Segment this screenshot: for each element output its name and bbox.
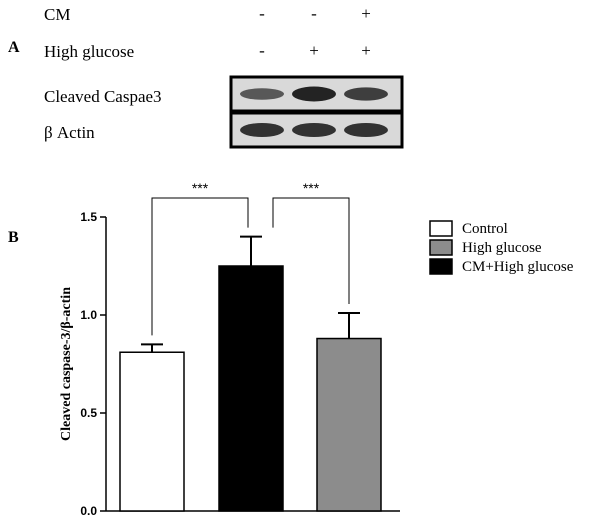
significance-label: *** xyxy=(192,180,209,196)
blot-condition-mark: - xyxy=(311,4,317,23)
blot-row-label: Cleaved Caspae3 xyxy=(44,87,162,106)
y-tick-label: 1.0 xyxy=(80,308,97,322)
blot-condition-label: CM xyxy=(44,5,70,24)
blot-band xyxy=(240,88,284,100)
panel-a-label: A xyxy=(8,39,20,56)
panel-b-label: B xyxy=(8,229,19,246)
blot-band xyxy=(240,123,284,137)
bar-chart: 0.0 0.5 1.0 1.5 Cleaved caspase-3/β-actin ***… xyxy=(59,180,400,518)
blot-condition-mark: + xyxy=(361,41,371,60)
significance-bracket xyxy=(151,197,249,336)
blot-band xyxy=(344,123,388,137)
legend-swatch xyxy=(429,220,453,237)
blot-condition-mark: - xyxy=(259,4,265,23)
bar xyxy=(119,351,185,512)
bar xyxy=(316,337,382,512)
legend-swatch xyxy=(429,258,453,275)
y-tick-label: 1.5 xyxy=(80,210,97,224)
blot-condition-rows: CM - - + High glucose - + + xyxy=(44,4,371,61)
blot-band xyxy=(292,123,336,137)
chart-legend: Control High glucose CM+High glucose xyxy=(429,220,574,275)
blot-condition-mark: + xyxy=(309,41,319,60)
significance-bracket xyxy=(272,197,350,305)
blot-band xyxy=(292,86,336,102)
legend-label: CM+High glucose xyxy=(462,259,574,275)
y-tick-label: 0.0 xyxy=(80,504,97,518)
blot-condition-mark: - xyxy=(259,41,265,60)
panel-a: A CM - - + High glucose - + + Cleaved Caspae3 β … xyxy=(8,4,404,149)
legend-label: Control xyxy=(462,221,508,237)
blot-condition-label: High glucose xyxy=(44,42,134,61)
blot-rows: Cleaved Caspae3 β Actin xyxy=(44,75,404,149)
blot-row-label: β Actin xyxy=(44,123,95,142)
legend-swatch xyxy=(429,239,453,256)
legend-label: High glucose xyxy=(462,240,542,256)
y-tick-label: 0.5 xyxy=(80,406,97,420)
panel-b: B 0.0 0.5 1.0 1.5 Cleaved caspase-3/β-actin *… xyxy=(8,180,574,518)
y-axis-label: Cleaved caspase-3/β-actin xyxy=(59,287,74,441)
blot-condition-mark: + xyxy=(361,4,371,23)
blot-band xyxy=(344,87,388,101)
significance-label: *** xyxy=(303,180,320,196)
bar xyxy=(218,265,284,512)
